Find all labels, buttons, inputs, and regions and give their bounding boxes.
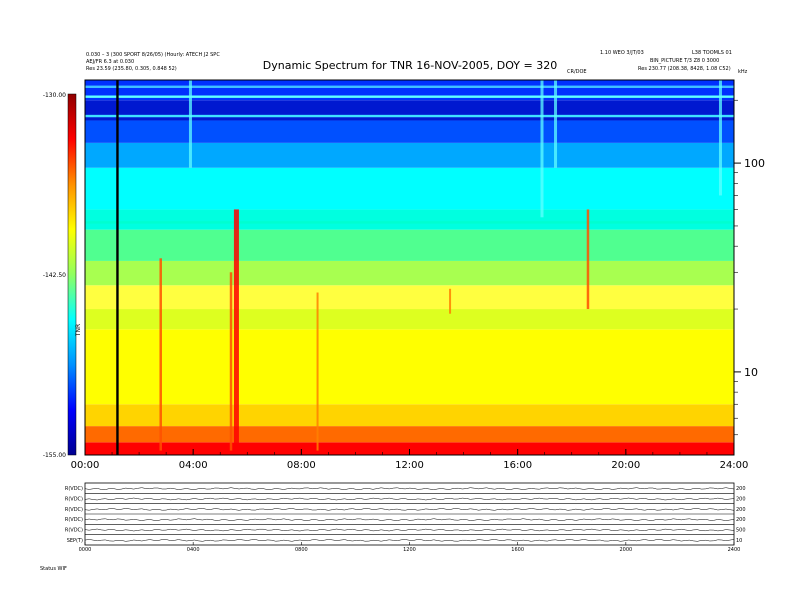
y-tick-label: 100 [744, 157, 765, 170]
marker-line [116, 80, 119, 455]
x-tick-label: 24:00 [720, 460, 749, 471]
panel-right-label: 200 [736, 507, 746, 513]
spectrogram-plot [85, 80, 734, 455]
colorbar-tick-bottom: -155.00 [43, 452, 66, 459]
panel-x-tick-label: 0400 [187, 547, 200, 553]
spectrum-band [85, 260, 734, 286]
y-axis: 10 100 [734, 99, 765, 436]
panel-x-tick-label: 1600 [511, 547, 524, 553]
radio-burst-event [159, 258, 162, 451]
panel-trace [84, 497, 735, 501]
y-tick-label: 10 [744, 366, 758, 379]
panel-trace [84, 528, 735, 532]
colorbar-gradient [67, 93, 77, 456]
panel-label: R(VDC) [65, 497, 83, 503]
radio-burst-event [540, 80, 544, 218]
header-left-line3: Res 23.59 (235.80, 0.305, 0.848 52) [86, 66, 177, 72]
panel-x-tick-label: 2400 [728, 547, 741, 553]
spectrum-band [85, 309, 734, 330]
panel-label: R(VDC) [65, 486, 83, 492]
colorbar: -130.00 -142.50 -155.00 TNR [43, 92, 82, 459]
header-left-line2: AEJ/FR 6.3 at 0.030 [86, 59, 134, 65]
header-left-line1: 0.030 – 3 (300 SPORT 8/26/05) (Hourly: A… [86, 52, 220, 58]
header-right-line2: L38 TOOMLS 01 [692, 50, 732, 56]
interference-line [85, 221, 734, 224]
radio-burst-event [233, 209, 239, 451]
panel-trace [84, 508, 735, 511]
spectrum-band [85, 167, 734, 210]
spectrum-band [85, 285, 734, 310]
panel-trace [84, 539, 735, 542]
panel-right-label: 10 [736, 538, 742, 544]
panel-x-tick-label: 2000 [619, 547, 632, 553]
radio-burst-event [718, 80, 722, 196]
interference-line [85, 95, 734, 98]
panel-label: SEP(T) [67, 538, 83, 544]
panel-right-label: 200 [736, 497, 746, 503]
spectrum-band [85, 142, 734, 168]
spectrum-band [85, 329, 734, 405]
x-axis: 00:00 04:00 08:00 12:00 16:00 20:00 24:00 [71, 449, 749, 471]
radio-burst-event [554, 80, 558, 168]
interference-line [85, 114, 734, 118]
spectrum-band [85, 80, 734, 101]
panel-x-tick-label: 0800 [295, 547, 308, 553]
chart-title: Dynamic Spectrum for TNR 16-NOV-2005, DO… [263, 59, 557, 72]
header-right-line4: Res 230.77 (208.38, 8428, 1.08 C52) [638, 66, 731, 72]
colorbar-tick-top: -130.00 [43, 92, 66, 99]
panel-x-tick-label: 0000 [79, 547, 92, 553]
x-tick-label: 20:00 [611, 460, 640, 471]
spectrum-band [85, 229, 734, 261]
header-right-center: CR/DOE [567, 69, 587, 75]
x-tick-label: 12:00 [395, 460, 424, 471]
radio-burst-event [586, 209, 590, 310]
panel-trace [84, 518, 735, 521]
spectrum-band [85, 209, 734, 230]
spectrum-band [85, 426, 734, 443]
x-tick-label: 04:00 [179, 460, 208, 471]
x-tick-label: 08:00 [287, 460, 316, 471]
header-right-line3: BIN_PICTURE T/3 Z8 0 3000 [650, 58, 719, 64]
radio-burst-event [316, 292, 319, 451]
radio-burst-event [188, 80, 192, 168]
x-tick-label: 00:00 [71, 460, 100, 471]
panel-trace [84, 487, 735, 490]
panel-right-label: 200 [736, 517, 746, 523]
panel-label: R(VDC) [65, 517, 83, 523]
panel-label: R(VDC) [65, 507, 83, 513]
header-right-line1: 1.10 WEO 3/JT/03 [600, 50, 644, 56]
colorbar-label: TNR [75, 324, 82, 337]
interference-line [85, 85, 734, 88]
housekeeping-panels: R(VDC) 200 R(VDC) 200 R(VDC) 200 R(VDC) 200 R(VD… [65, 482, 746, 553]
radio-burst-event [449, 288, 452, 314]
x-tick-label: 16:00 [503, 460, 532, 471]
colorbar-tick-mid: -142.50 [43, 272, 66, 279]
footer-status: Status WIF [40, 566, 67, 572]
spectrum-band [85, 404, 734, 427]
panel-right-label: 200 [736, 486, 746, 492]
radio-burst-event [229, 272, 233, 451]
spectrum-band [85, 100, 734, 121]
panel-label: R(VDC) [65, 528, 83, 534]
panel-right-label: 500 [736, 528, 746, 534]
spectrum-band [85, 120, 734, 143]
spectrum-band [85, 442, 734, 455]
panel-x-tick-label: 1200 [403, 547, 416, 553]
freq-unit-label: kHz [738, 69, 748, 75]
